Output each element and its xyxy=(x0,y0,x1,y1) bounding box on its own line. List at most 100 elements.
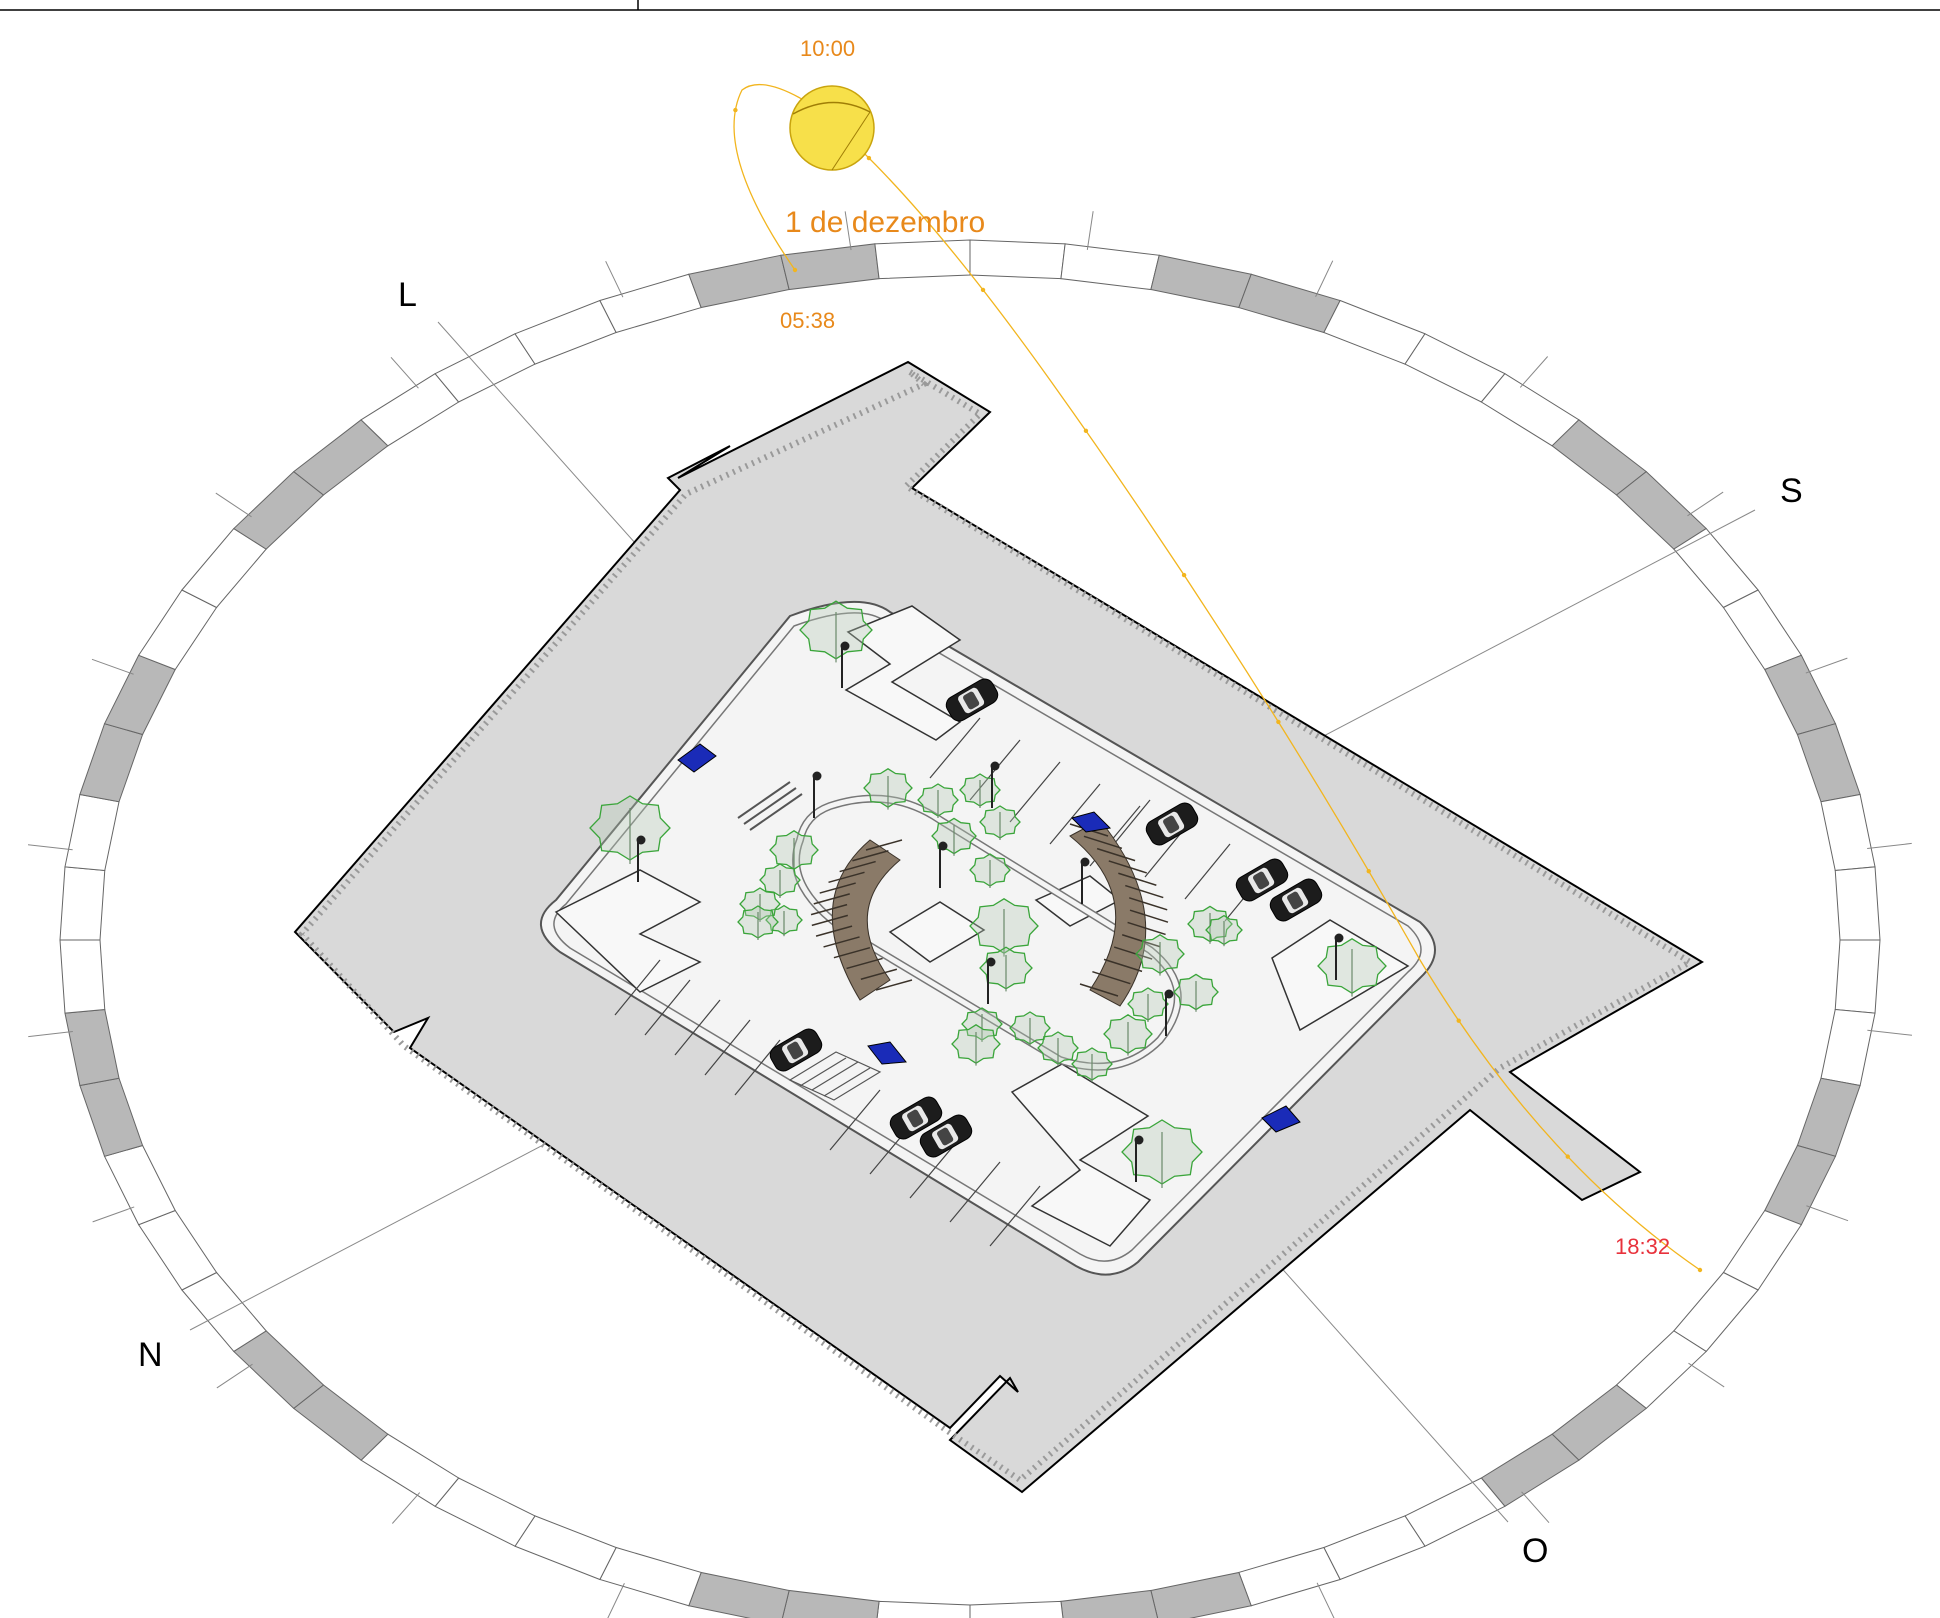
plaza-curb xyxy=(553,612,1422,1262)
ring-tick xyxy=(1521,1491,1550,1524)
pergola-slat xyxy=(875,979,913,991)
cars xyxy=(769,678,1323,1158)
stall-line xyxy=(949,1161,1001,1223)
sun-path-dots xyxy=(733,107,1703,1273)
lamp-post-icon xyxy=(1164,989,1174,1036)
ring-segment xyxy=(59,939,106,1014)
pergola-slat xyxy=(1127,921,1166,936)
compass-ticks xyxy=(27,211,1913,1618)
pergola-slat xyxy=(823,936,860,948)
stall-line xyxy=(989,1185,1041,1247)
stall-line xyxy=(674,999,721,1056)
pergola-slat xyxy=(810,903,848,916)
tree-icon xyxy=(1127,987,1169,1022)
current-time-label: 10:00 xyxy=(800,36,855,61)
ring-segment xyxy=(1722,589,1803,671)
pergola-icon xyxy=(810,839,913,1001)
pergola-slat xyxy=(839,860,876,873)
stall-line xyxy=(704,1019,751,1076)
ring-segment xyxy=(514,299,617,365)
compass-west-label: O xyxy=(1522,1532,1548,1570)
sun-path-dot xyxy=(1697,1267,1703,1273)
planter-east xyxy=(1271,919,1410,1032)
compass-east-label: L xyxy=(398,276,417,314)
ring-segment xyxy=(1764,654,1837,736)
pergola-slat xyxy=(813,893,850,905)
ring-segment xyxy=(64,793,120,872)
ring-segment xyxy=(79,723,144,803)
planter-north xyxy=(844,605,962,741)
ring-tick xyxy=(844,211,852,251)
lamp-post-icon xyxy=(1080,857,1090,904)
ring-tick xyxy=(92,1206,135,1223)
tree-icon xyxy=(759,863,801,898)
ring-segment xyxy=(688,254,790,309)
lamp-post-icon xyxy=(812,771,822,818)
compass-south-label: S xyxy=(1780,472,1803,510)
ring-tick xyxy=(91,658,134,675)
sun-path-dot xyxy=(980,287,986,293)
planter-west xyxy=(554,869,702,993)
sun-path-dot xyxy=(792,267,798,273)
ring-segment xyxy=(137,1209,218,1291)
pergola-slat xyxy=(1113,946,1153,960)
ring-tick xyxy=(1867,1029,1913,1036)
ring-tick xyxy=(607,1583,625,1618)
sun-path-line xyxy=(733,84,1701,1271)
tree-icon xyxy=(739,887,781,922)
ring-segment xyxy=(64,1008,120,1087)
ring-segment xyxy=(688,1571,790,1618)
ring-segment xyxy=(1060,243,1160,291)
sun-path-dot xyxy=(1565,1154,1570,1159)
tree-icon xyxy=(1103,1014,1153,1056)
ring-segment xyxy=(969,1600,1064,1618)
frame-border xyxy=(0,0,1940,11)
ring-segment xyxy=(599,273,702,334)
ring-segment xyxy=(874,239,971,280)
trees xyxy=(589,600,1387,1188)
sun-path xyxy=(733,84,1703,1273)
bench-icon xyxy=(1261,1105,1301,1133)
planters xyxy=(554,605,1410,1247)
lamp-posts xyxy=(636,641,1344,1182)
bench-icon xyxy=(867,1041,907,1065)
pergola-slat xyxy=(846,957,883,970)
tree-icon xyxy=(1071,1047,1113,1082)
lamp-post-icon xyxy=(990,761,1000,808)
stall-line xyxy=(644,979,691,1036)
pergola-slat xyxy=(865,839,903,851)
car-icon xyxy=(1145,802,1199,846)
ring-segment xyxy=(1834,939,1881,1014)
compass-north-label: N xyxy=(138,1336,163,1374)
ring-tick xyxy=(1519,356,1549,388)
ring-tick xyxy=(1805,657,1848,674)
crosswalk xyxy=(788,1051,882,1101)
sun-path-dot xyxy=(1181,572,1187,578)
ring-tick xyxy=(1867,842,1912,850)
car-icon xyxy=(945,678,999,722)
tree-icon xyxy=(1037,1031,1079,1066)
ring-segment xyxy=(1238,1546,1341,1607)
sun-path-dot xyxy=(866,155,872,161)
ring-segment xyxy=(599,1546,702,1607)
tree-icon xyxy=(959,773,1001,808)
pergola-slat xyxy=(1079,983,1119,997)
compass-ring xyxy=(59,239,1881,1618)
bench-icon xyxy=(1071,811,1112,833)
ring-segment xyxy=(1323,299,1426,365)
lamp-post-icon xyxy=(1134,1135,1144,1182)
ring-tick xyxy=(1687,491,1724,517)
tree-icon xyxy=(799,600,873,663)
car-icon xyxy=(1235,858,1289,902)
pergola-slat xyxy=(1125,884,1164,899)
ring-segment xyxy=(1820,793,1876,872)
lamp-post-icon xyxy=(636,835,646,882)
tree-icon xyxy=(1009,1011,1051,1046)
pergola-slat xyxy=(811,914,849,927)
sun-path-dot xyxy=(1456,1018,1461,1023)
tree-icon xyxy=(979,805,1021,840)
ring-tick xyxy=(216,1363,253,1389)
stall-line xyxy=(929,717,981,779)
lamp-post-icon xyxy=(1334,933,1344,980)
planter-south xyxy=(1010,1063,1152,1247)
